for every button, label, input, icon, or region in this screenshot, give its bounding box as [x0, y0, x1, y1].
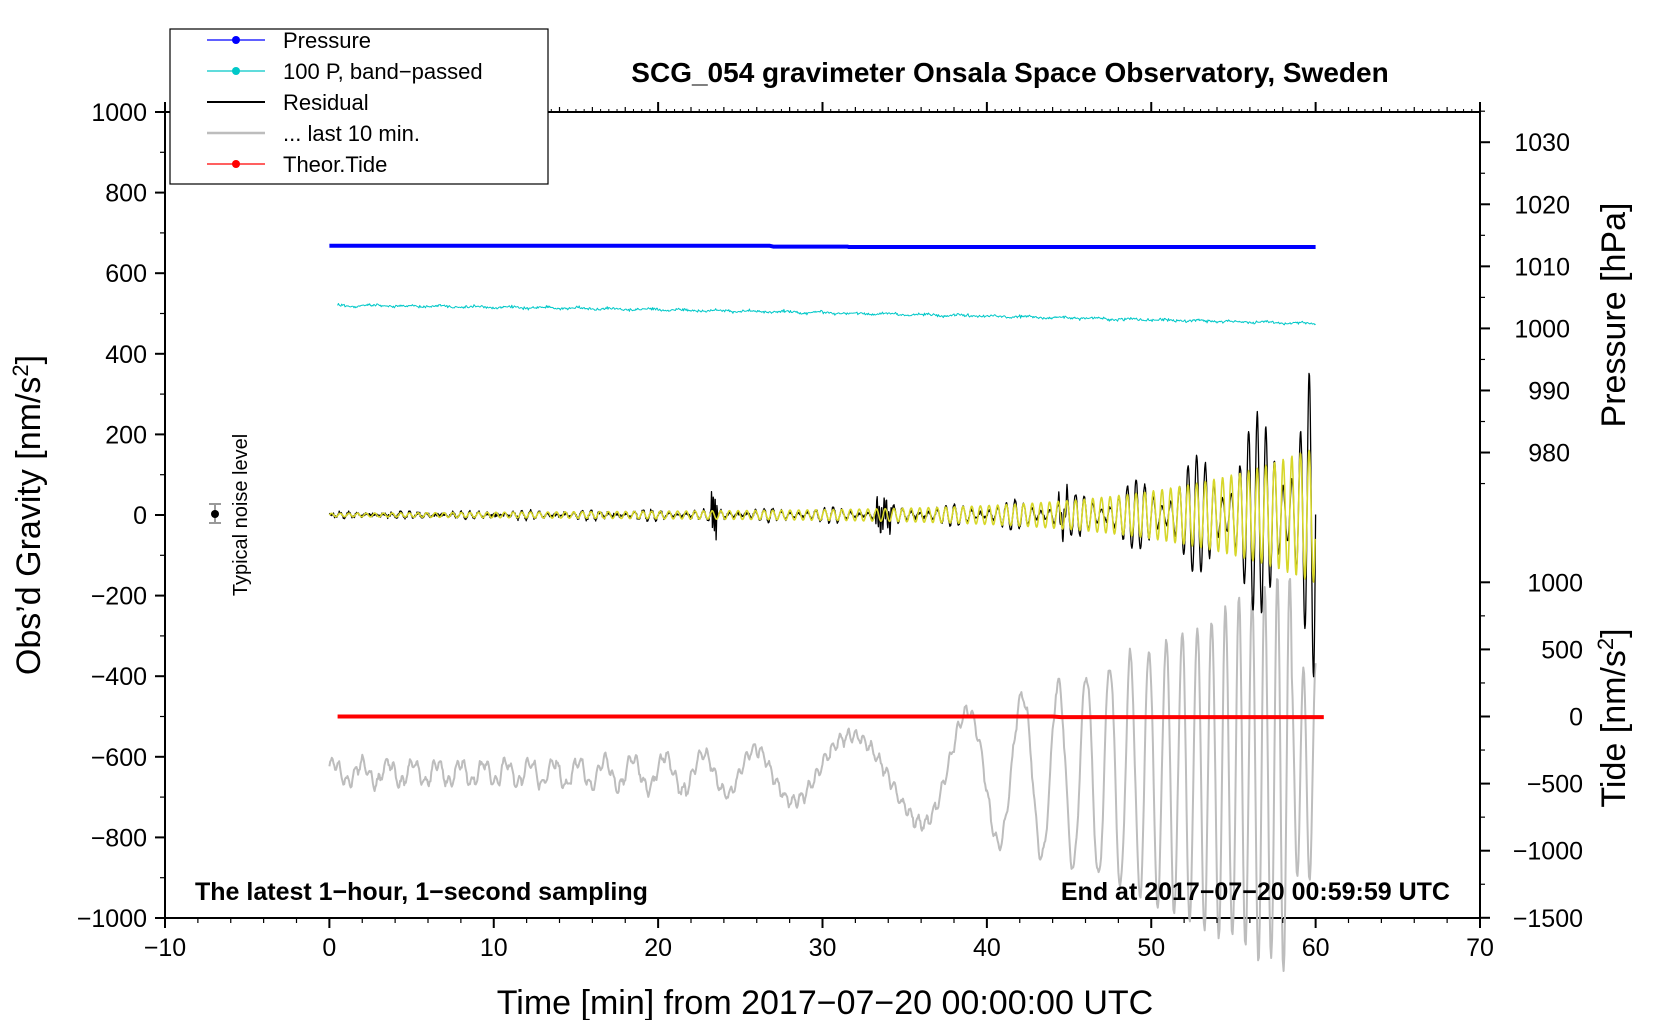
legend-label-residual: Residual [283, 90, 369, 115]
y-axis-title-left: Obs’d Gravity [nm/s2] [8, 355, 48, 675]
tide-tick-label: −500 [1527, 771, 1583, 799]
legend-label-last10: ... last 10 min. [283, 121, 420, 146]
annotation-right: End at 2017−07−20 00:59:59 UTC [1061, 878, 1450, 906]
tide-tick-label: −1000 [1513, 838, 1583, 866]
y-tick-label: 0 [133, 502, 147, 530]
x-tick-label: 60 [1302, 934, 1330, 962]
legend-dot-pressure [232, 36, 240, 44]
x-tick-label: −10 [144, 934, 186, 962]
y-tick-label: −400 [91, 663, 147, 691]
pressure-tick-label: 980 [1528, 440, 1570, 468]
noise-marker [209, 503, 221, 524]
pressure-tick-label: 990 [1528, 377, 1570, 405]
series-theoretical-tide [337, 714, 1324, 720]
x-tick-label: 40 [973, 934, 1001, 962]
legend-item-residual: Residual [207, 90, 369, 115]
tide-tick-label: 500 [1541, 636, 1583, 664]
x-tick-label: 20 [644, 934, 672, 962]
x-tick-label: 10 [480, 934, 508, 962]
tide-tick-label: 1000 [1527, 569, 1583, 597]
y-axis-title-left-sup: 2 [8, 364, 33, 376]
x-tick-label: 30 [809, 934, 837, 962]
legend-item-tide: Theor.Tide [207, 152, 387, 177]
legend: Pressure 100 P, band−passed Residual ...… [169, 28, 549, 185]
legend-label-pressure: Pressure [283, 28, 371, 53]
chart-title: SCG_054 gravimeter Onsala Space Observat… [631, 57, 1388, 88]
x-axis-title: Time [min] from 2017−07−20 00:00:00 UTC [497, 984, 1153, 1020]
y-axis-title-pressure: Pressure [hPa] [1595, 203, 1633, 428]
y-tick-label: 200 [105, 421, 147, 449]
legend-label-tide: Theor.Tide [283, 152, 387, 177]
y-axis-title-tide-main: Tide [nm/s [1595, 650, 1633, 807]
y-tick-label: 800 [105, 180, 147, 208]
noise-label: Typical noise level [230, 434, 252, 596]
series-filtered [328, 449, 1316, 583]
tide-tick-label: −1500 [1513, 905, 1583, 933]
y-axis-title-left-end: ] [10, 355, 48, 364]
y-axis-title-left-main: Obs’d Gravity [nm/s [10, 377, 48, 676]
series-band-passed-pressure [337, 303, 1316, 326]
y-tick-label: −600 [91, 744, 147, 772]
y-tick-label: 600 [105, 260, 147, 288]
y-axis-title-tide: Tide [nm/s2] [1593, 628, 1633, 807]
tide-tick-label: 0 [1569, 704, 1583, 732]
x-tick-label: 50 [1137, 934, 1165, 962]
x-tick-label: 0 [322, 934, 336, 962]
series-pressure [329, 243, 1316, 249]
legend-item-last10: ... last 10 min. [207, 121, 420, 146]
legend-item-bandpassed: 100 P, band−passed [207, 59, 483, 84]
y-axis-title-tide-sup: 2 [1593, 638, 1618, 650]
pressure-tick-label: 1000 [1514, 315, 1570, 343]
legend-box [169, 28, 549, 185]
y-axis-title-tide-end: ] [1595, 628, 1633, 637]
y-tick-label: 400 [105, 341, 147, 369]
series-layer [328, 243, 1324, 972]
ticks-layer: −10 0 10 20 30 40 50 60 7010008006004002000−200−… [77, 99, 1583, 962]
y-tick-label: −200 [91, 583, 147, 611]
legend-item-pressure: Pressure [207, 28, 371, 53]
y-tick-label: −1000 [77, 905, 147, 933]
legend-dot-tide [232, 160, 240, 168]
legend-label-bandpassed: 100 P, band−passed [283, 59, 483, 84]
series-last-10-min [328, 578, 1317, 972]
pressure-tick-label: 1010 [1514, 253, 1570, 281]
pressure-tick-label: 1030 [1514, 129, 1570, 157]
legend-dot-bandpassed [232, 67, 240, 75]
annotation-left: The latest 1−hour, 1−second sampling [195, 878, 648, 906]
x-tick-label: 70 [1466, 934, 1494, 962]
noise-dot [211, 510, 219, 518]
y-tick-label: 1000 [91, 99, 147, 127]
y-tick-label: −800 [91, 824, 147, 852]
pressure-tick-label: 1020 [1514, 191, 1570, 219]
